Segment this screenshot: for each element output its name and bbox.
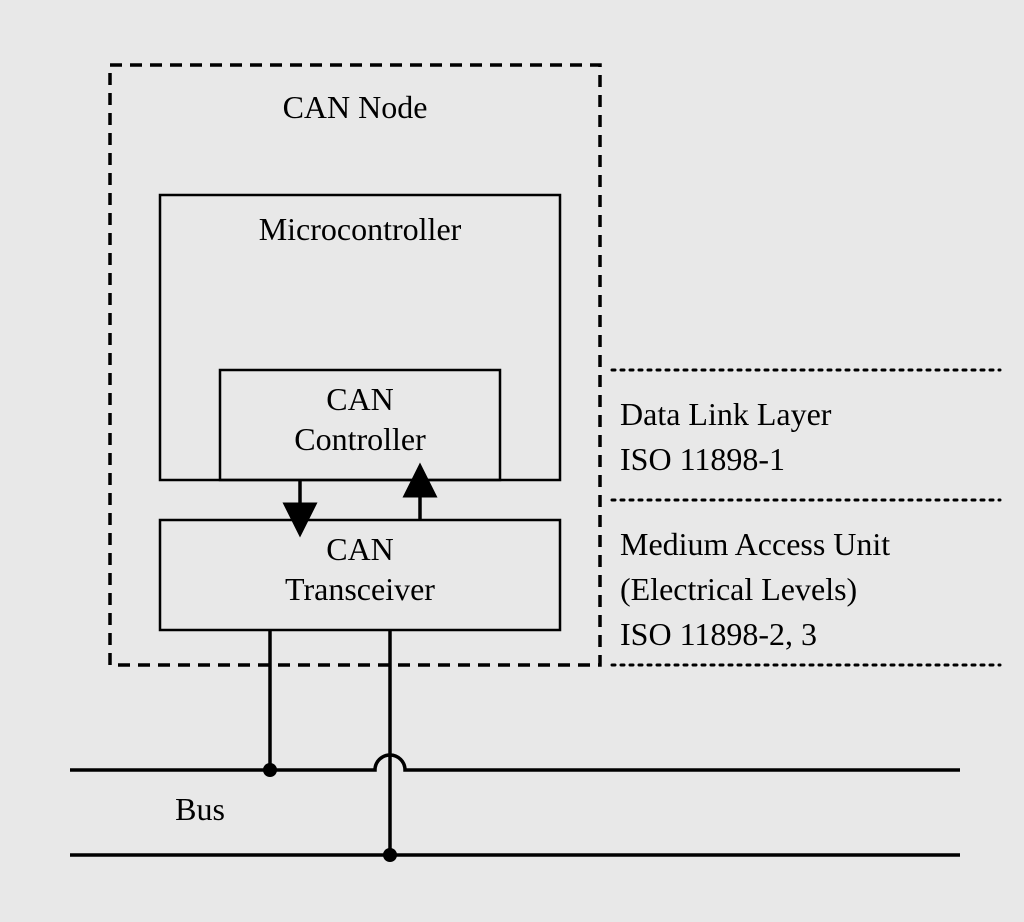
controller-line1: CAN: [326, 381, 394, 417]
diagram-background: [0, 0, 1024, 922]
bus-label: Bus: [175, 791, 225, 827]
transceiver-line1: CAN: [326, 531, 394, 567]
mau-label-1: Medium Access Unit: [620, 526, 890, 562]
dll-label-1: Data Link Layer: [620, 396, 832, 432]
can-node-diagram: CAN Node Microcontroller CAN Controller CAN T…: [0, 0, 1024, 922]
can-node-title: CAN Node: [283, 89, 428, 125]
mcu-title: Microcontroller: [259, 211, 462, 247]
bus-junction-left-icon: [263, 763, 277, 777]
mau-label-3: ISO 11898-2, 3: [620, 616, 817, 652]
bus-junction-right-icon: [383, 848, 397, 862]
dll-label-2: ISO 11898-1: [620, 441, 785, 477]
mau-label-2: (Electrical Levels): [620, 571, 857, 607]
transceiver-line2: Transceiver: [285, 571, 435, 607]
controller-line2: Controller: [294, 421, 426, 457]
